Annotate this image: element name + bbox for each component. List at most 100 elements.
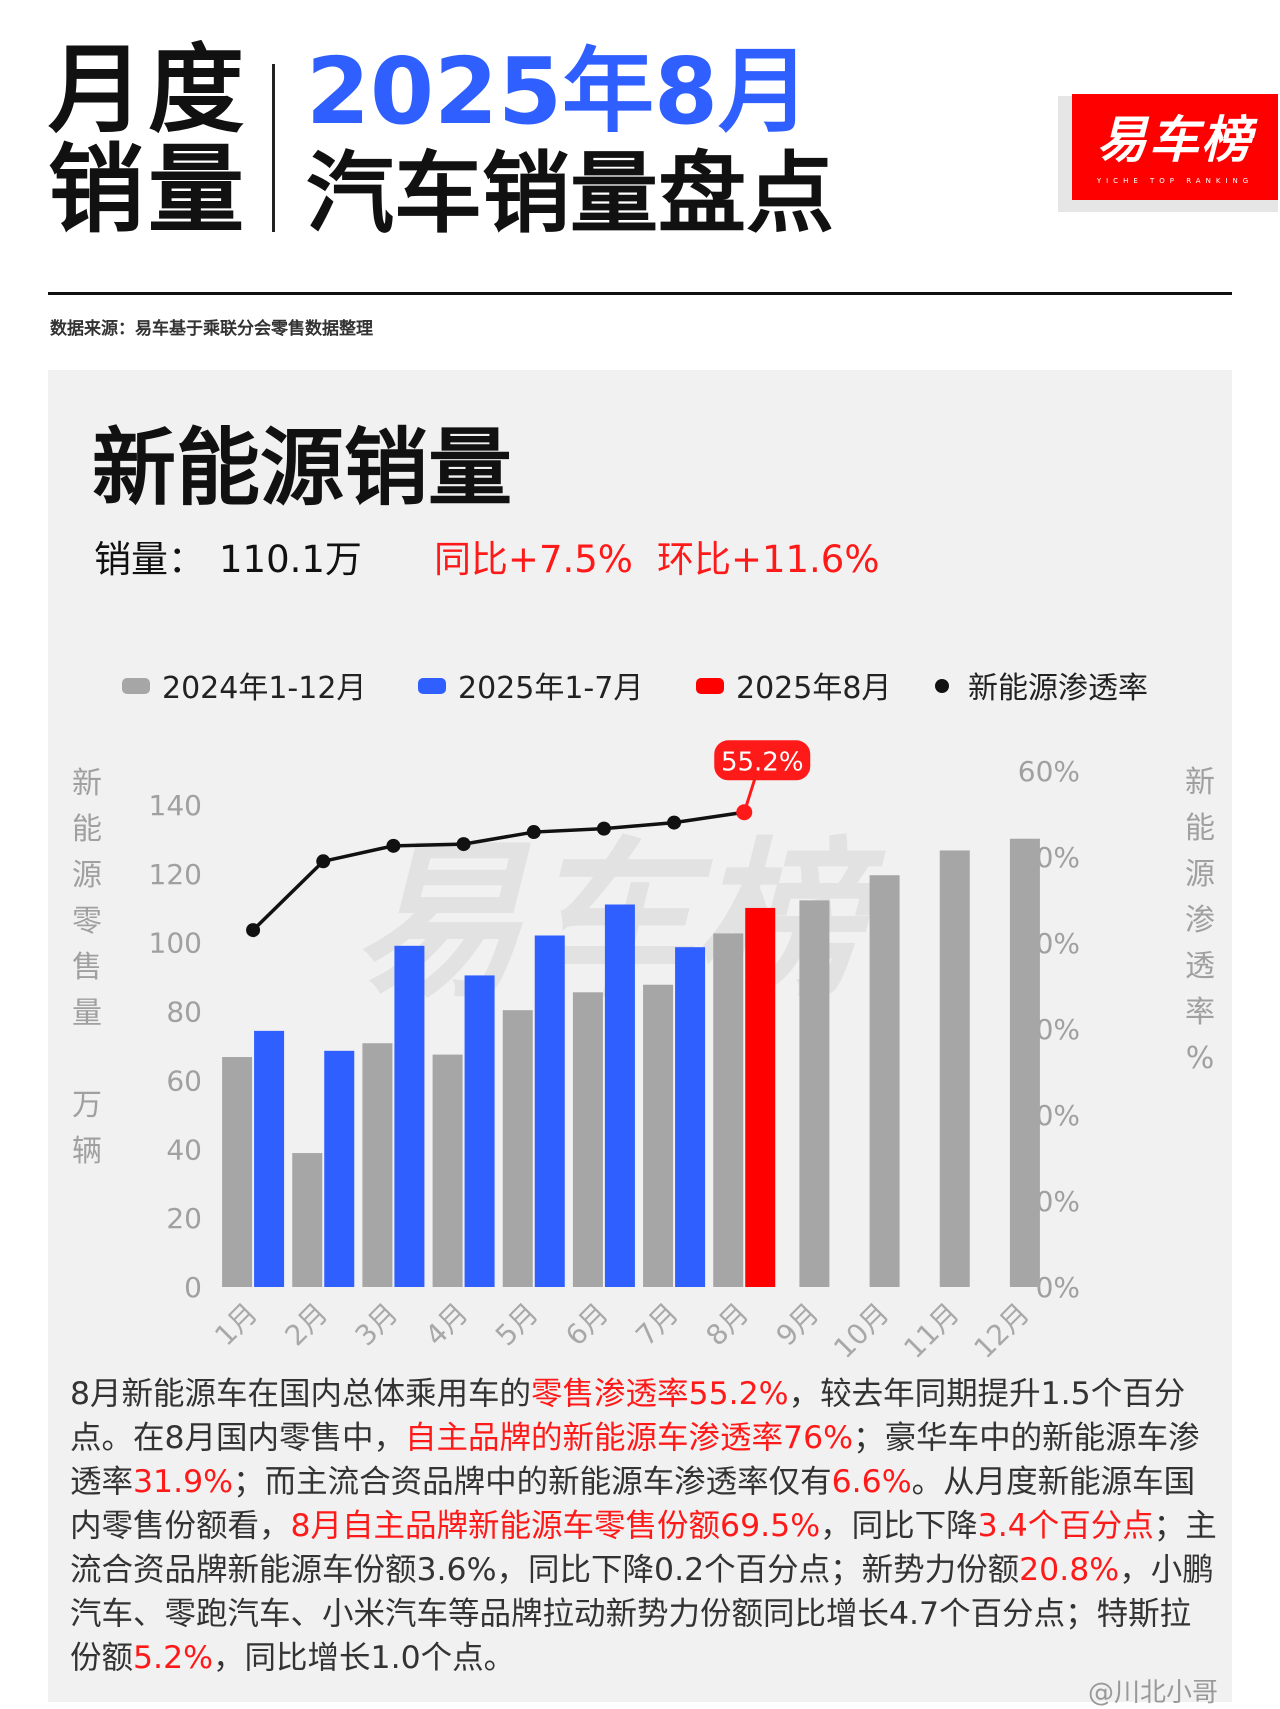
legend-label: 2025年8月: [736, 671, 891, 706]
legend-swatch: [696, 678, 724, 694]
right-axis-label-char: %: [1186, 1041, 1215, 1076]
bar-2024: [869, 875, 900, 1287]
section-title: 新能源销量: [92, 419, 513, 517]
header-left-line2: 销量: [48, 134, 248, 246]
yoy-change: 同比+7.5%: [433, 538, 633, 581]
paragraph-text: ，同比下降: [820, 1508, 978, 1544]
right-axis-label-char: 能: [1185, 811, 1215, 846]
paragraph-highlight: 零售渗透率55.2%: [531, 1376, 789, 1412]
x-axis-tick: 8月: [699, 1297, 755, 1353]
brand-logo-text: 易车榜: [1097, 111, 1253, 169]
penetration-point: [316, 854, 331, 869]
left-axis-tick: 40: [166, 1133, 202, 1166]
x-axis-tick: 6月: [559, 1297, 615, 1353]
right-axis-tick: 60%: [1018, 755, 1080, 788]
nev-sales-chart: 易车榜2024年1-12月2025年1-7月2025年8月新能源渗透率02040…: [72, 671, 1215, 1360]
x-axis-tick: 9月: [770, 1297, 826, 1353]
paragraph-highlight: 8月自主品牌新能源车零售份额69.5%: [290, 1508, 821, 1544]
legend-swatch: [935, 679, 949, 693]
penetration-point-highlight: [736, 804, 753, 821]
header-date: 2025年8月: [306, 38, 811, 145]
bar-2025: [254, 1030, 285, 1287]
left-axis-label-char: 源: [72, 858, 102, 893]
right-axis-tick: 0%: [1036, 1271, 1080, 1304]
paragraph-text: ，较去年同期提升1.5个百分点。在8月国内零售中，: [70, 1376, 1186, 1456]
x-axis-tick: 1月: [208, 1297, 264, 1353]
bar-2024: [432, 1054, 463, 1287]
left-axis-tick: 80: [166, 996, 202, 1029]
left-axis-tick: 60: [166, 1064, 202, 1097]
left-axis-label-char: 售: [72, 950, 102, 985]
x-axis-tick: 5月: [489, 1297, 545, 1353]
x-axis-tick: 4月: [419, 1297, 475, 1353]
paragraph-text: 。从月度新能源车国内零售份额看，: [70, 1464, 1196, 1544]
bar-2025: [604, 904, 635, 1287]
paragraph-highlight: 自主品牌的新能源车渗透率76%: [405, 1420, 854, 1456]
sales-label: 销量：: [94, 538, 205, 581]
left-axis-label-char: 万: [72, 1088, 102, 1123]
bar-2025: [675, 947, 706, 1287]
bar-2024: [713, 933, 744, 1287]
penetration-point: [667, 815, 682, 830]
callout-pointer: [742, 773, 758, 813]
x-axis-tick: 12月: [968, 1297, 1036, 1360]
left-axis-tick: 120: [149, 858, 202, 891]
penetration-point: [526, 825, 541, 840]
bar-2024: [222, 1057, 253, 1287]
callout-label: 55.2%: [721, 747, 804, 777]
left-axis-label-char: 辆: [72, 1134, 102, 1169]
header-divider: [272, 64, 275, 232]
left-axis-label-char: 零: [72, 904, 102, 939]
paragraph-highlight: 31.9%: [133, 1464, 234, 1500]
left-axis-label-char: 量: [72, 996, 102, 1031]
legend-swatch: [418, 678, 446, 694]
footer-watermark: @川北小哥: [1088, 1678, 1219, 1708]
paragraph-highlight: 5.2%: [133, 1640, 214, 1676]
header-subtitle: 汽车销量盘点: [306, 142, 835, 245]
penetration-point: [456, 837, 471, 852]
bar-2024: [799, 900, 830, 1287]
bar-2025: [324, 1050, 355, 1287]
left-axis-tick: 0: [184, 1271, 202, 1304]
bar-2025: [534, 935, 565, 1287]
x-axis-tick: 11月: [897, 1297, 965, 1360]
left-axis-tick: 140: [149, 789, 202, 822]
bar-2024: [502, 1010, 533, 1287]
legend-label: 2025年1-7月: [458, 671, 643, 706]
paragraph-highlight: 3.4个百分点: [977, 1508, 1154, 1544]
left-axis-tick: 100: [149, 927, 202, 960]
legend-label: 2024年1-12月: [162, 671, 366, 706]
left-axis-label-char: 新: [72, 766, 102, 801]
bar-2025: [394, 945, 425, 1287]
bar-2024: [1009, 838, 1040, 1287]
paragraph-text: ；豪华车中的新能源车渗透率: [70, 1420, 1200, 1500]
right-axis-label-char: 渗: [1185, 903, 1215, 938]
right-axis-label-char: 率: [1185, 995, 1215, 1030]
penetration-point: [596, 821, 611, 836]
right-axis-label-char: 新: [1185, 765, 1215, 800]
analysis-paragraph: 8月新能源车在国内总体乘用车的零售渗透率55.2%，较去年同期提升1.5个百分点…: [70, 1372, 1220, 1680]
paragraph-text: 8月新能源车在国内总体乘用车的: [70, 1376, 532, 1412]
x-axis-tick: 3月: [349, 1297, 405, 1353]
kpi-row: 销量： 110.1万 同比+7.5% 环比+11.6%: [94, 536, 880, 584]
bar-2024: [362, 1043, 393, 1287]
penetration-point: [386, 838, 401, 853]
paragraph-text: ；而主流合资品牌中的新能源车渗透率仅有: [233, 1464, 832, 1500]
paragraph-text: ，小鹏汽车、零跑汽车、小米汽车等品牌拉动新势力份额同比增长4.7个百分点；特斯拉…: [70, 1552, 1214, 1676]
header-left-line1: 月度: [48, 34, 248, 146]
right-axis-label-char: 源: [1185, 857, 1215, 892]
left-axis-tick: 20: [166, 1202, 202, 1235]
x-axis-tick: 10月: [827, 1297, 895, 1360]
header-right: 2025年8月 汽车销量盘点: [306, 40, 834, 244]
legend-label: 新能源渗透率: [968, 671, 1148, 706]
penetration-point: [246, 923, 261, 938]
legend-swatch: [122, 678, 150, 694]
callout-box: [714, 740, 811, 781]
paragraph-highlight: 20.8%: [1019, 1552, 1120, 1588]
bar-2024: [939, 850, 970, 1287]
right-axis-label-char: 透: [1185, 949, 1215, 984]
data-source: 数据来源：易车基于乘联分会零售数据整理: [50, 319, 373, 339]
header-left: 月度 销量: [48, 40, 248, 240]
sales-value: 110.1万: [219, 538, 362, 581]
brand-logo-sub: YICHE TOP RANKING: [1096, 177, 1254, 185]
